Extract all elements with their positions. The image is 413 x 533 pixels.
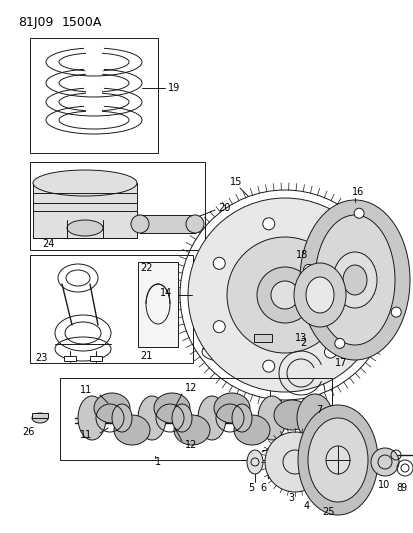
Text: 4: 4 bbox=[303, 501, 309, 511]
Ellipse shape bbox=[262, 360, 274, 372]
Text: 3: 3 bbox=[287, 493, 293, 503]
Bar bbox=[30, 162, 204, 250]
Bar bbox=[138, 262, 178, 347]
Text: 9: 9 bbox=[399, 483, 405, 493]
Ellipse shape bbox=[353, 208, 363, 218]
Text: 11: 11 bbox=[80, 430, 92, 440]
Ellipse shape bbox=[314, 215, 394, 345]
Ellipse shape bbox=[78, 396, 106, 440]
Text: 1: 1 bbox=[154, 457, 161, 467]
Ellipse shape bbox=[297, 405, 377, 515]
Ellipse shape bbox=[233, 415, 269, 445]
Bar bbox=[64, 356, 76, 361]
Text: 24: 24 bbox=[42, 239, 54, 249]
Text: 19: 19 bbox=[168, 83, 180, 93]
Ellipse shape bbox=[171, 404, 192, 432]
Text: 12: 12 bbox=[185, 383, 197, 393]
Bar bbox=[32, 413, 48, 418]
Ellipse shape bbox=[188, 198, 381, 392]
Text: 26: 26 bbox=[22, 427, 34, 437]
Bar bbox=[140, 215, 195, 233]
Ellipse shape bbox=[390, 307, 400, 317]
Ellipse shape bbox=[138, 396, 166, 440]
Bar bbox=[33, 183, 137, 238]
Bar bbox=[86, 68, 102, 75]
Bar bbox=[86, 47, 102, 54]
Text: 7: 7 bbox=[315, 405, 321, 415]
Ellipse shape bbox=[197, 396, 225, 440]
Ellipse shape bbox=[247, 450, 262, 474]
Ellipse shape bbox=[256, 267, 312, 323]
Bar bbox=[30, 255, 192, 363]
Ellipse shape bbox=[214, 393, 249, 423]
Ellipse shape bbox=[325, 446, 349, 474]
Ellipse shape bbox=[293, 263, 345, 327]
Ellipse shape bbox=[185, 215, 204, 233]
Ellipse shape bbox=[33, 170, 137, 196]
Ellipse shape bbox=[273, 400, 309, 430]
Ellipse shape bbox=[324, 232, 336, 244]
Ellipse shape bbox=[262, 218, 274, 230]
Bar bbox=[86, 105, 102, 112]
Ellipse shape bbox=[303, 264, 313, 274]
Text: 18: 18 bbox=[295, 250, 308, 260]
Text: 81J09: 81J09 bbox=[18, 15, 53, 28]
Ellipse shape bbox=[173, 415, 209, 445]
Bar bbox=[269, 345, 331, 405]
Bar bbox=[86, 87, 102, 94]
Text: 1500A: 1500A bbox=[62, 15, 102, 28]
Ellipse shape bbox=[296, 394, 332, 442]
Ellipse shape bbox=[305, 277, 333, 313]
Text: 12: 12 bbox=[185, 440, 197, 450]
Text: 20: 20 bbox=[218, 203, 230, 213]
Text: 5: 5 bbox=[247, 483, 254, 493]
Ellipse shape bbox=[257, 396, 285, 440]
Text: 13: 13 bbox=[294, 333, 306, 343]
Text: 8: 8 bbox=[395, 483, 401, 493]
Ellipse shape bbox=[332, 252, 376, 308]
Ellipse shape bbox=[94, 393, 130, 423]
Text: 22: 22 bbox=[140, 263, 152, 273]
Ellipse shape bbox=[32, 413, 48, 423]
Text: 16: 16 bbox=[351, 187, 363, 197]
Ellipse shape bbox=[307, 418, 367, 502]
Text: 11: 11 bbox=[80, 385, 92, 395]
Text: 6: 6 bbox=[259, 483, 266, 493]
Bar bbox=[90, 356, 102, 361]
Ellipse shape bbox=[299, 200, 409, 360]
Ellipse shape bbox=[114, 415, 150, 445]
Ellipse shape bbox=[231, 404, 252, 432]
Ellipse shape bbox=[264, 432, 324, 492]
Bar bbox=[60, 378, 331, 460]
Ellipse shape bbox=[131, 215, 149, 233]
Ellipse shape bbox=[154, 393, 190, 423]
Text: 14: 14 bbox=[159, 288, 172, 298]
Ellipse shape bbox=[213, 321, 225, 333]
Ellipse shape bbox=[271, 281, 298, 309]
Text: 17: 17 bbox=[334, 358, 347, 368]
Bar bbox=[254, 334, 271, 342]
Text: 23: 23 bbox=[35, 353, 47, 363]
Text: 15: 15 bbox=[230, 177, 242, 187]
Text: 25: 25 bbox=[321, 507, 334, 517]
Ellipse shape bbox=[112, 404, 132, 432]
Ellipse shape bbox=[370, 448, 398, 476]
Text: 10: 10 bbox=[377, 480, 389, 490]
Ellipse shape bbox=[342, 265, 366, 295]
Ellipse shape bbox=[334, 338, 344, 349]
Ellipse shape bbox=[351, 289, 363, 301]
Ellipse shape bbox=[67, 220, 103, 236]
Ellipse shape bbox=[324, 346, 336, 358]
Ellipse shape bbox=[213, 257, 225, 269]
Bar bbox=[30, 38, 158, 153]
Text: 21: 21 bbox=[140, 351, 152, 361]
Ellipse shape bbox=[226, 237, 342, 353]
Text: 2: 2 bbox=[299, 338, 306, 348]
